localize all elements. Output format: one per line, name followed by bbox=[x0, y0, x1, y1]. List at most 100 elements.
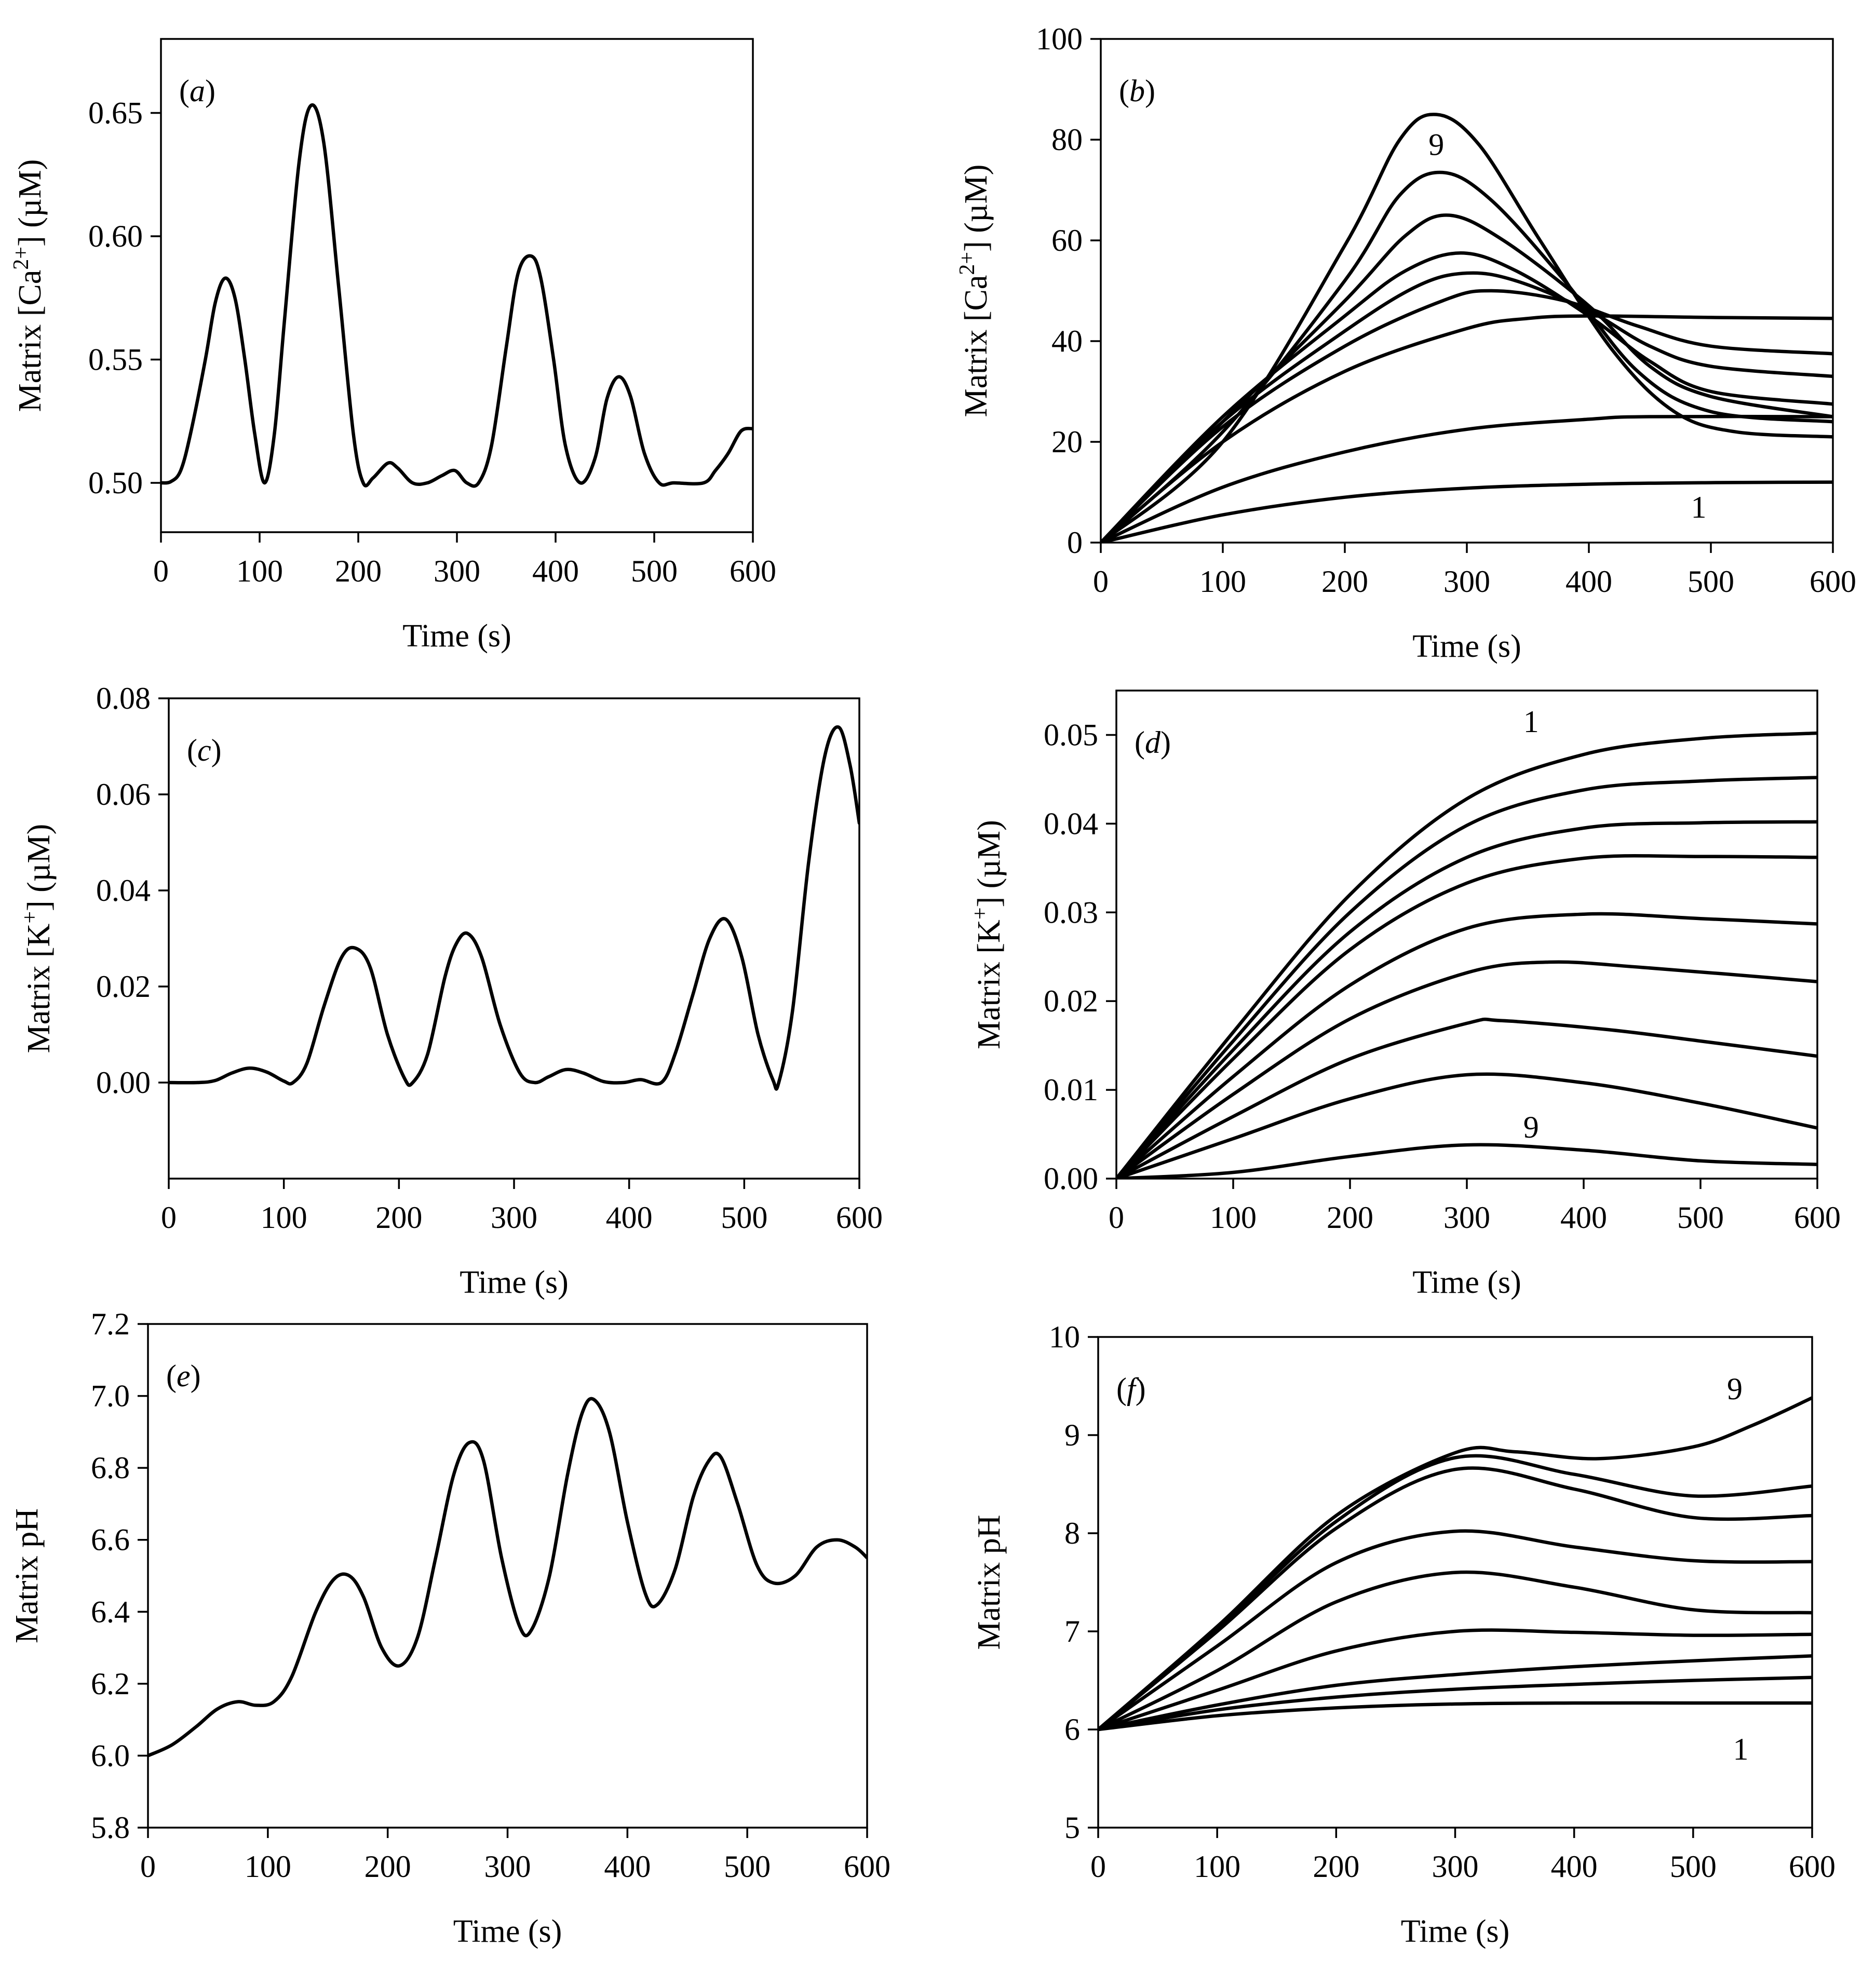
plot-frame bbox=[147, 1323, 868, 1829]
x-tick-label: 400 bbox=[606, 1200, 653, 1235]
x-axis-title: Time (s) bbox=[460, 1265, 569, 1300]
y-axis-title: Matrix [K+] (µM) bbox=[18, 824, 57, 1053]
panel-label: (e) bbox=[166, 1359, 201, 1393]
series-line-matrix-ca2- bbox=[161, 103, 753, 488]
panel-label: (d) bbox=[1135, 725, 1171, 760]
y-tick-label: 0.01 bbox=[1044, 1073, 1098, 1107]
series-line-6 bbox=[1116, 960, 1817, 1179]
panel-letter: d bbox=[1145, 725, 1161, 760]
y-axis-title: Matrix pH bbox=[971, 1515, 1007, 1650]
y-tick-label: 0.50 bbox=[88, 466, 143, 500]
curve-label: 9 bbox=[1727, 1372, 1743, 1406]
y-axis-title: Matrix [K+] (µM) bbox=[968, 820, 1007, 1049]
y-tick-label: 7 bbox=[1064, 1614, 1080, 1648]
x-tick-label: 100 bbox=[236, 554, 283, 588]
x-tick-label: 400 bbox=[1565, 564, 1612, 599]
x-tick-label: 300 bbox=[434, 554, 480, 588]
x-tick-label: 500 bbox=[631, 554, 678, 588]
y-axis-title-superscript: + bbox=[18, 911, 42, 924]
series-line-1 bbox=[1098, 1701, 1812, 1732]
curve-label: 9 bbox=[1523, 1110, 1539, 1144]
y-tick-label: 0.08 bbox=[96, 681, 151, 715]
x-tick-label: 0 bbox=[1093, 564, 1109, 599]
x-axis-title: Time (s) bbox=[1401, 1914, 1510, 1949]
series-line-1 bbox=[1101, 480, 1833, 543]
x-tick-label: 0 bbox=[1090, 1849, 1106, 1884]
panel-letter: a bbox=[190, 74, 205, 108]
x-tick-label: 600 bbox=[844, 1849, 890, 1884]
y-axis-title-main: Matrix pH bbox=[9, 1508, 45, 1643]
panel-c: 0 100 200 300 400 500 600 0.00 0.02 0.04 0.06 0.08 T… bbox=[18, 681, 883, 1300]
y-tick-label: 9 bbox=[1064, 1418, 1080, 1452]
series-line-4 bbox=[1101, 289, 1833, 543]
series-line-matrix-k- bbox=[169, 725, 859, 1091]
y-axis-title-main: Matrix pH bbox=[971, 1515, 1007, 1650]
plot-frame bbox=[160, 38, 754, 533]
x-tick-label: 300 bbox=[484, 1849, 531, 1884]
y-tick-label: 5.8 bbox=[91, 1810, 130, 1845]
y-tick-label: 0.60 bbox=[88, 219, 143, 253]
y-axis-title-superscript: + bbox=[968, 907, 992, 920]
panel-label: (b) bbox=[1119, 74, 1155, 108]
x-axis-title: Time (s) bbox=[1412, 1265, 1521, 1300]
curve-label: 1 bbox=[1523, 705, 1539, 739]
y-tick-label: 6.0 bbox=[91, 1738, 130, 1773]
y-tick-label: 0.06 bbox=[96, 777, 151, 812]
x-tick-label: 400 bbox=[1551, 1849, 1598, 1884]
y-axis-title-main: Matrix [K bbox=[21, 923, 57, 1053]
curve-label: 1 bbox=[1733, 1732, 1749, 1766]
x-tick-label: 600 bbox=[1789, 1849, 1835, 1884]
x-tick-label: 100 bbox=[245, 1849, 291, 1884]
x-tick-label: 100 bbox=[1194, 1849, 1240, 1884]
x-tick-label: 100 bbox=[1210, 1200, 1257, 1235]
series-line-2 bbox=[1116, 776, 1817, 1179]
y-axis-title-tail: ] (µM) bbox=[971, 820, 1007, 907]
x-tick-label: 500 bbox=[1688, 564, 1734, 599]
y-tick-label: 0 bbox=[1067, 525, 1083, 560]
plot-frame bbox=[1097, 1336, 1813, 1829]
series-line-3 bbox=[1098, 1654, 1812, 1732]
y-tick-label: 0.02 bbox=[1044, 984, 1098, 1018]
x-tick-label: 100 bbox=[1199, 564, 1246, 599]
y-tick-label: 40 bbox=[1051, 324, 1083, 358]
series-line-9 bbox=[1098, 1396, 1812, 1732]
x-tick-label: 0 bbox=[161, 1200, 177, 1235]
series-line-7 bbox=[1101, 213, 1833, 543]
y-axis-title-tail: ] (µM) bbox=[959, 165, 994, 252]
x-tick-label: 400 bbox=[1560, 1200, 1607, 1235]
x-tick-label: 600 bbox=[1794, 1200, 1841, 1235]
series-line-3 bbox=[1116, 820, 1817, 1179]
panel-b: 0 100 200 300 400 500 600 0 20 40 60 80 100 Time (s) M… bbox=[955, 22, 1856, 664]
y-tick-label: 6.4 bbox=[91, 1594, 130, 1629]
series-line-2 bbox=[1101, 414, 1833, 543]
x-tick-label: 0 bbox=[153, 554, 169, 588]
series-line-4 bbox=[1098, 1628, 1812, 1732]
series-line-2 bbox=[1098, 1675, 1812, 1732]
panel-letter: b bbox=[1129, 74, 1145, 108]
y-tick-label: 0.55 bbox=[88, 343, 143, 377]
x-tick-label: 600 bbox=[1810, 564, 1856, 599]
x-tick-label: 0 bbox=[1109, 1200, 1124, 1235]
panel-f: 0 100 200 300 400 500 600 5 6 7 8 9 10 Time (s) Matrix… bbox=[971, 1320, 1835, 1949]
series-line-matrix-ph bbox=[148, 1397, 867, 1758]
series-line-7 bbox=[1116, 1017, 1817, 1179]
y-tick-label: 0.00 bbox=[1044, 1161, 1098, 1196]
series-line-5 bbox=[1116, 912, 1817, 1179]
x-tick-label: 400 bbox=[604, 1849, 651, 1884]
y-axis-title-tail: ] (µM) bbox=[12, 159, 48, 247]
x-tick-label: 200 bbox=[365, 1849, 411, 1884]
y-tick-label: 8 bbox=[1064, 1516, 1080, 1550]
x-tick-label: 600 bbox=[730, 554, 776, 588]
y-tick-label: 80 bbox=[1051, 123, 1083, 157]
series-line-1 bbox=[1116, 731, 1817, 1179]
panel-label: (a) bbox=[179, 74, 215, 108]
y-axis-title: Matrix pH bbox=[9, 1508, 45, 1643]
x-tick-label: 0 bbox=[140, 1849, 156, 1884]
x-axis-title: Time (s) bbox=[453, 1914, 562, 1949]
x-tick-label: 300 bbox=[1432, 1849, 1479, 1884]
series-line-5 bbox=[1098, 1570, 1812, 1732]
x-axis-title: Time (s) bbox=[1412, 629, 1521, 664]
y-tick-label: 6.2 bbox=[91, 1667, 130, 1701]
series-line-7 bbox=[1098, 1466, 1812, 1732]
